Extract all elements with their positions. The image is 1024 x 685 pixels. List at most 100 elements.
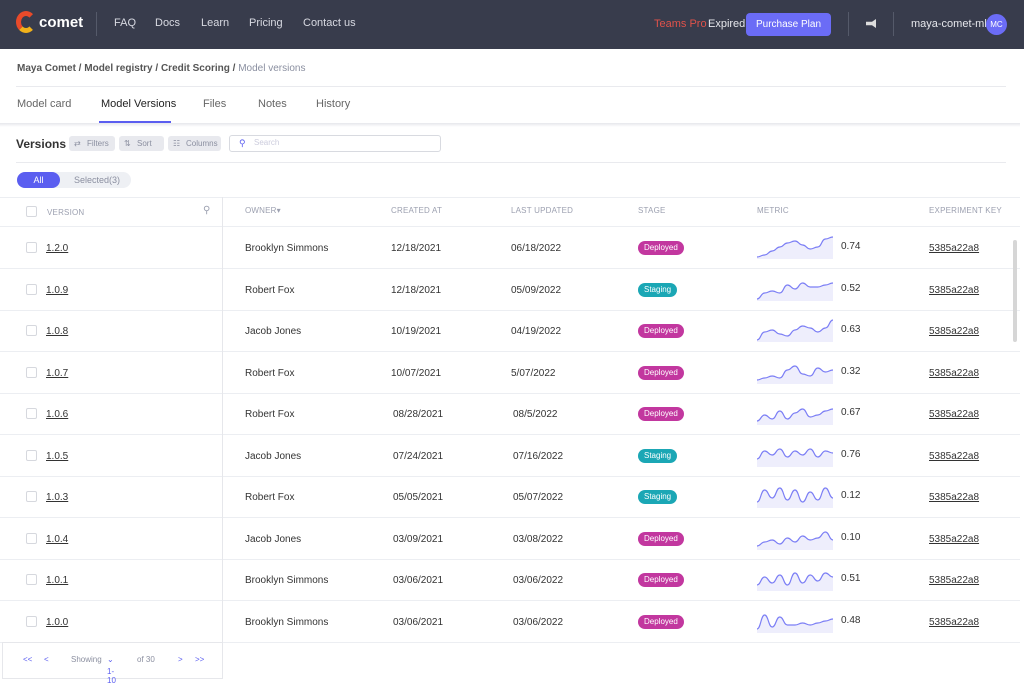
experiment-key-link[interactable]: 5385a22a8 <box>929 575 980 586</box>
experiment-key-link[interactable]: 5385a22a8 <box>929 492 980 503</box>
experiment-key-link[interactable]: 5385a22a8 <box>929 533 980 545</box>
prev-page-button[interactable]: < <box>44 655 49 664</box>
last-updated: 06/18/2022 <box>511 243 562 254</box>
username[interactable]: maya-comet-ml <box>911 18 987 30</box>
selected-toggle[interactable]: Selected(3) <box>74 175 121 185</box>
nav-pricing[interactable]: Pricing <box>249 17 283 29</box>
version-link[interactable]: 1.0.4 <box>46 533 69 545</box>
version-link[interactable]: 1.0.6 <box>46 409 69 420</box>
last-updated: 03/06/2022 <box>513 575 564 586</box>
col-experiment-key[interactable]: EXPERIMENT KEY <box>929 206 1002 215</box>
columns-button[interactable]: ☷ Columns <box>168 136 221 151</box>
version-link[interactable]: 1.0.7 <box>46 367 69 379</box>
nav-faq[interactable]: FAQ <box>114 17 137 29</box>
breadcrumb: Maya Comet / Model registry / Credit Sco… <box>17 63 306 74</box>
scrollbar[interactable] <box>1013 240 1017 342</box>
row-checkbox[interactable] <box>26 449 37 461</box>
version-link[interactable]: 1.0.5 <box>46 450 69 462</box>
row-checkbox[interactable] <box>26 574 37 585</box>
col-updated[interactable]: LAST UPDATED <box>511 206 574 215</box>
nav-docs[interactable]: Docs <box>155 17 181 29</box>
row-checkbox[interactable] <box>26 408 37 419</box>
owner: Jacob Jones <box>245 326 302 337</box>
breadcrumb-model[interactable]: Credit Scoring <box>160 63 230 74</box>
row-checkbox[interactable] <box>26 283 37 295</box>
row-checkbox[interactable] <box>26 491 37 502</box>
version-link[interactable]: 1.0.1 <box>46 575 69 586</box>
version-link[interactable]: 1.2.0 <box>46 243 69 254</box>
created-at: 03/06/2021 <box>393 575 444 586</box>
columns-icon: ☷ <box>173 139 181 148</box>
created-at: 12/18/2021 <box>391 243 442 254</box>
table-row[interactable]: 1.0.1 Brooklyn Simmons 03/06/2021 03/06/… <box>0 559 1020 601</box>
tab-model-versions[interactable]: Model Versions <box>101 98 177 110</box>
search-input[interactable] <box>254 138 434 147</box>
col-metric[interactable]: METRIC <box>757 206 789 215</box>
col-owner[interactable]: OWNER▾ <box>245 206 281 215</box>
logo-text[interactable]: comet <box>39 14 84 31</box>
experiment-key-link[interactable]: 5385a22a8 <box>929 326 980 337</box>
experiment-key-link[interactable]: 5385a22a8 <box>929 450 980 462</box>
table-row[interactable]: 1.0.5 Jacob Jones 07/24/2021 07/16/2022 … <box>0 435 1020 477</box>
purchase-plan-button[interactable]: Purchase Plan <box>746 13 831 36</box>
table-row[interactable]: 1.0.4 Jacob Jones 03/09/2021 03/08/2022 … <box>0 518 1020 560</box>
table-row[interactable]: 1.0.7 Robert Fox 10/07/2021 5/07/2022 De… <box>0 352 1020 394</box>
table-row[interactable]: 1.0.8 Jacob Jones 10/19/2021 04/19/2022 … <box>0 310 1020 352</box>
stage-badge: Deployed <box>638 531 684 546</box>
experiment-key-link[interactable]: 5385a22a8 <box>929 409 980 420</box>
row-checkbox[interactable] <box>26 532 37 544</box>
table-row[interactable]: 1.0.0 Brooklyn Simmons 03/06/2021 03/06/… <box>0 601 1020 643</box>
table-row[interactable]: 1.2.0 Brooklyn Simmons 12/18/2021 06/18/… <box>0 227 1020 269</box>
metric-value: 0.76 <box>841 448 861 460</box>
experiment-key-link[interactable]: 5385a22a8 <box>929 616 980 628</box>
sparkline-area <box>757 488 833 508</box>
experiment-key-link[interactable]: 5385a22a8 <box>929 367 980 379</box>
col-created[interactable]: CREATED AT <box>391 206 443 215</box>
comet-logo-icon[interactable] <box>16 11 36 33</box>
sparkline-line <box>756 236 834 258</box>
search-box[interactable]: ⚲ <box>229 135 441 152</box>
first-page-button[interactable]: << <box>23 655 33 664</box>
avatar[interactable]: MC <box>986 14 1007 35</box>
version-link[interactable]: 1.0.8 <box>46 326 69 337</box>
tab-notes[interactable]: Notes <box>258 98 287 110</box>
search-icon: ⚲ <box>239 138 246 148</box>
metric-value: 0.51 <box>841 573 861 584</box>
version-link[interactable]: 1.0.9 <box>46 284 69 296</box>
version-search-icon[interactable]: ⚲ <box>203 205 211 216</box>
col-stage[interactable]: STAGE <box>638 206 666 215</box>
table-row[interactable]: 1.0.6 Robert Fox 08/28/2021 08/5/2022 De… <box>0 393 1020 435</box>
nav-learn[interactable]: Learn <box>201 17 230 29</box>
next-page-button[interactable]: > <box>178 655 183 664</box>
row-checkbox[interactable] <box>26 325 37 336</box>
metric-sparkline <box>756 281 834 301</box>
row-checkbox[interactable] <box>26 366 37 378</box>
page-size-select[interactable]: 1-10 ⌄ <box>107 655 116 685</box>
sparkline-area <box>757 573 833 591</box>
breadcrumb-registry[interactable]: Model registry <box>84 63 153 74</box>
select-all-checkbox[interactable] <box>26 206 37 217</box>
breadcrumb-workspace[interactable]: Maya Comet <box>17 63 76 74</box>
nav-contact[interactable]: Contact us <box>303 17 356 29</box>
sparkline-area <box>757 531 833 550</box>
last-page-button[interactable]: >> <box>195 655 205 664</box>
sort-icon: ⇅ <box>124 139 131 148</box>
row-checkbox[interactable] <box>26 242 37 253</box>
sort-button[interactable]: ⇅ Sort <box>119 136 164 151</box>
tab-history[interactable]: History <box>316 98 351 110</box>
tab-files[interactable]: Files <box>203 98 227 110</box>
table-row[interactable]: 1.0.3 Robert Fox 05/05/2021 05/07/2022 S… <box>0 476 1020 518</box>
version-link[interactable]: 1.0.0 <box>46 616 69 628</box>
tab-model-card[interactable]: Model card <box>17 98 72 110</box>
experiment-key-link[interactable]: 5385a22a8 <box>929 243 980 254</box>
version-link[interactable]: 1.0.3 <box>46 492 69 503</box>
row-checkbox[interactable] <box>26 615 37 627</box>
last-updated: 05/07/2022 <box>513 492 564 503</box>
last-updated: 03/06/2022 <box>513 616 564 628</box>
filters-button[interactable]: ⇄ Filters <box>69 136 115 151</box>
all-toggle[interactable]: All <box>17 172 60 188</box>
megaphone-icon[interactable] <box>866 19 876 28</box>
col-version[interactable]: VERSION <box>47 208 85 217</box>
experiment-key-link[interactable]: 5385a22a8 <box>929 284 980 296</box>
table-row[interactable]: 1.0.9 Robert Fox 12/18/2021 05/09/2022 S… <box>0 269 1020 311</box>
